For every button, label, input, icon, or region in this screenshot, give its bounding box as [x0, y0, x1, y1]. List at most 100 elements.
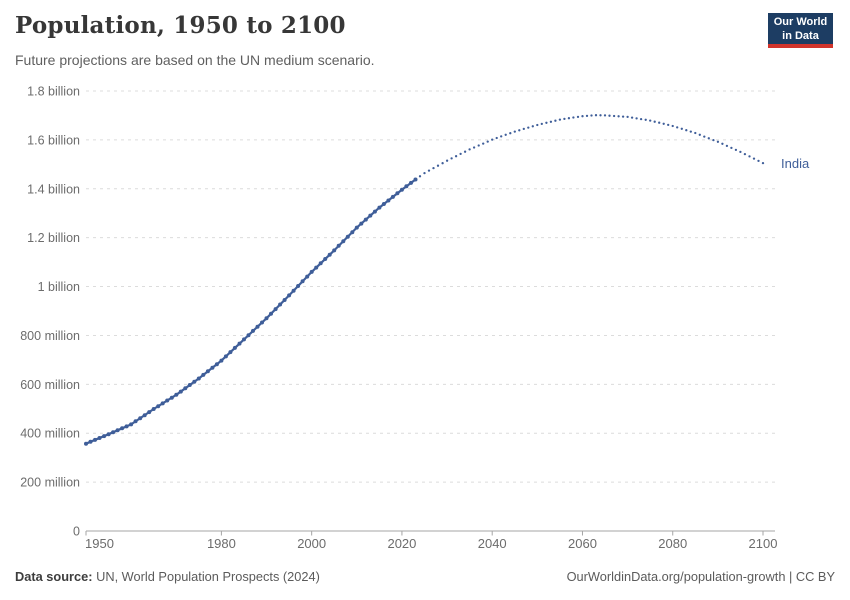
- projection-dot: [757, 159, 760, 163]
- projection-dot: [635, 117, 638, 120]
- data-point-dot: [251, 328, 255, 333]
- data-point-dot: [377, 205, 382, 210]
- projection-dot: [730, 146, 733, 150]
- data-point-dot: [386, 198, 391, 203]
- data-point-dot: [246, 333, 251, 338]
- page-title: Population, 1950 to 2100: [15, 12, 346, 39]
- data-point-dot: [305, 274, 310, 279]
- projection-dot: [734, 148, 738, 152]
- y-axis-label: 1.2 billion: [27, 231, 80, 245]
- owid-logo-line1: Our World: [773, 16, 828, 28]
- projection-dot: [468, 148, 471, 151]
- data-point-dot: [214, 362, 219, 367]
- data-point-dot: [372, 209, 377, 214]
- projection-dot: [527, 126, 530, 129]
- data-point-dot: [160, 401, 165, 406]
- y-axis-label: 0: [73, 525, 80, 539]
- projection-dot: [513, 130, 516, 133]
- projection-dot: [685, 129, 688, 132]
- data-point-dot: [359, 221, 364, 226]
- projection-dot: [689, 130, 692, 133]
- data-point-dot: [336, 243, 341, 248]
- owid-url-license-link[interactable]: OurWorldinData.org/population-growth | C…: [566, 569, 835, 584]
- data-point-dot: [97, 436, 102, 440]
- owid-logo-line2: in Data: [782, 29, 819, 42]
- data-point-dot: [390, 194, 395, 199]
- projection-dot: [581, 115, 584, 118]
- data-point-dot: [368, 213, 373, 218]
- data-source-text: UN, World Population Prospects (2024): [92, 569, 320, 584]
- data-point-dot: [278, 302, 283, 307]
- data-point-dot: [205, 369, 210, 374]
- projection-dot: [463, 150, 467, 153]
- y-axis-label: 400 million: [20, 427, 80, 441]
- projection-dot: [599, 114, 602, 117]
- data-point-dot: [183, 386, 188, 391]
- data-point-dot: [223, 354, 228, 359]
- projection-dot: [418, 175, 422, 178]
- data-point-dot: [350, 230, 355, 235]
- projection-dot: [585, 114, 589, 118]
- chart-footer: Data source: UN, World Population Prospe…: [15, 569, 835, 584]
- population-line-chart[interactable]: 0 200 million 400 million 600 million 800 mi…: [0, 80, 850, 580]
- data-point-dot: [341, 239, 346, 244]
- data-point-dot: [309, 269, 314, 274]
- projection-dot: [639, 117, 643, 121]
- projection-dot: [491, 138, 494, 141]
- data-point-dot: [196, 376, 201, 381]
- projection-dot: [621, 115, 625, 118]
- data-point-dot: [291, 288, 296, 293]
- projection-dot: [649, 119, 652, 122]
- data-point-dot: [142, 413, 147, 418]
- projection-dot: [725, 144, 729, 148]
- data-point-dot: [133, 419, 138, 424]
- data-point-dot: [102, 434, 107, 439]
- projection-dot: [427, 169, 431, 172]
- data-point-dot: [232, 345, 237, 350]
- data-point-dot: [178, 389, 183, 394]
- data-point-dot: [115, 428, 120, 433]
- projection-dot: [612, 114, 616, 118]
- projection-dot: [716, 140, 720, 143]
- data-point-dot: [138, 416, 143, 421]
- projection-dot: [703, 135, 706, 138]
- projection-dot: [752, 157, 756, 160]
- owid-logo[interactable]: Our World in Data: [768, 13, 833, 48]
- data-point-dot: [363, 217, 368, 222]
- data-point-dot: [399, 187, 404, 192]
- projection-dot: [694, 131, 697, 135]
- y-axis-label: 1.4 billion: [27, 182, 80, 196]
- projection-dot: [712, 138, 715, 142]
- data-point-dot: [156, 404, 161, 409]
- projection-dot: [630, 116, 634, 119]
- projection-dot: [707, 137, 710, 140]
- x-axis-label: 2060: [568, 536, 597, 551]
- projection-dot: [658, 121, 661, 124]
- x-axis-label: 2020: [387, 536, 416, 551]
- data-point-dot: [381, 202, 386, 206]
- y-axis-label: 1.6 billion: [27, 133, 80, 147]
- projection-dot: [554, 119, 557, 122]
- data-point-dot: [106, 432, 111, 437]
- data-point-dot: [120, 426, 125, 431]
- x-axis-label: 2100: [749, 536, 778, 551]
- series-end-label-india[interactable]: India: [781, 156, 810, 171]
- projection-dot: [504, 133, 507, 136]
- data-point-dot: [395, 191, 400, 196]
- x-axis-label: 2080: [658, 536, 687, 551]
- data-point-dot: [269, 311, 273, 316]
- projection-dot: [739, 150, 742, 154]
- projection-dot: [500, 135, 503, 138]
- data-point-dot: [413, 177, 418, 182]
- projection-dot: [603, 114, 607, 117]
- page-subtitle: Future projections are based on the UN m…: [15, 52, 375, 68]
- data-point-dot: [219, 358, 224, 363]
- y-axis-label: 1 billion: [38, 280, 80, 294]
- data-point-dot: [282, 298, 287, 302]
- data-point-dot: [147, 410, 152, 415]
- data-point-dot: [228, 350, 233, 355]
- projection-dot: [531, 125, 534, 128]
- projection-dot: [436, 164, 440, 167]
- y-axis-label: 600 million: [20, 378, 80, 392]
- projection-dot: [662, 122, 665, 125]
